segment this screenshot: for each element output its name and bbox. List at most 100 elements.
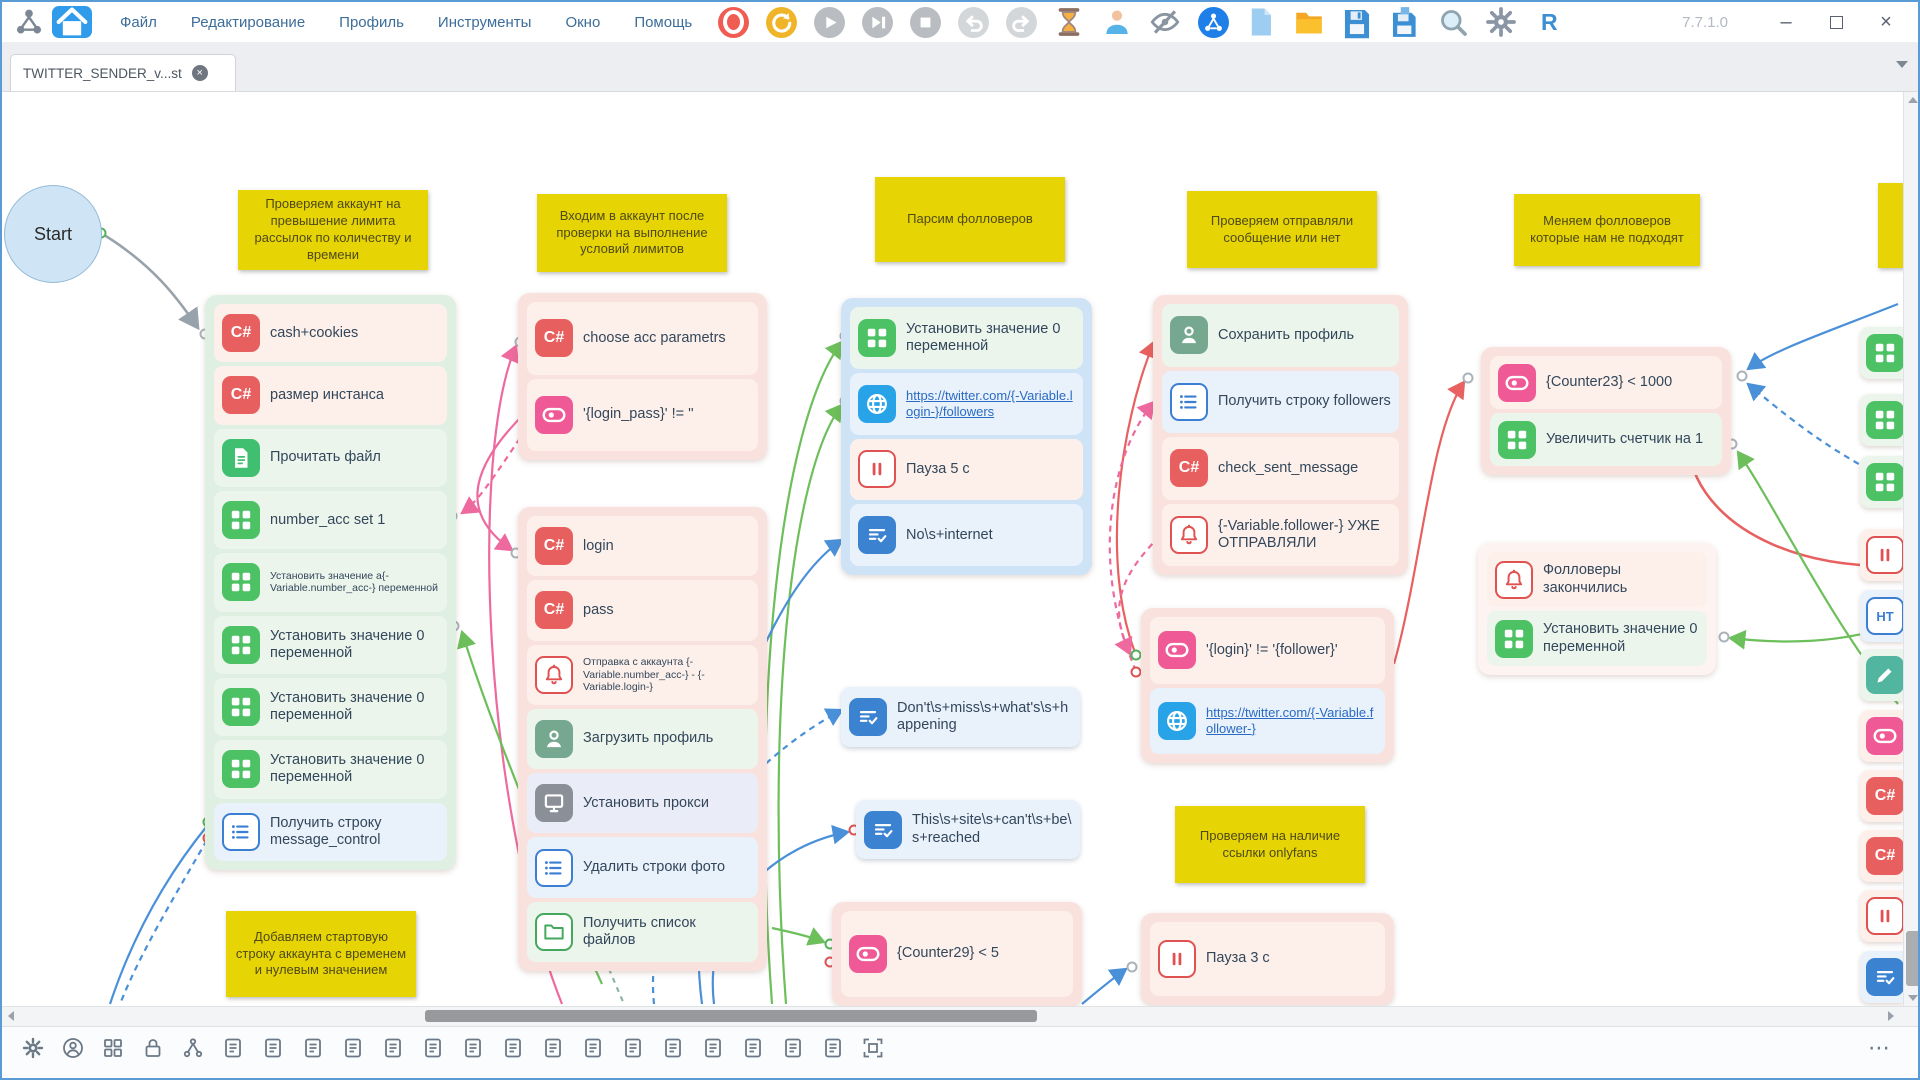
action-row[interactable]: This\s+site\s+can't\s+be\s+reached [856,800,1080,859]
step-button[interactable] [860,5,894,39]
doc-list-icon[interactable] [260,1035,286,1061]
action-row[interactable]: C# [1860,830,1904,882]
sticky-note-change-followers[interactable]: Меняем фолловеров которые нам не подходя… [1514,194,1700,266]
sticky-note-parse-followers[interactable]: Парсим фолловеров [875,177,1065,262]
action-row[interactable]: Фолловеры закончились [1487,552,1707,607]
close-button[interactable]: × [1880,10,1892,33]
action-row[interactable]: '{login_pass}' != '' [527,378,758,451]
doc-list-icon[interactable] [500,1035,526,1061]
record-button[interactable] [716,5,750,39]
action-row[interactable]: C# [1860,770,1904,822]
doc-list-icon[interactable] [460,1035,486,1061]
action-row[interactable]: C# размер инстанса [214,366,447,425]
doc-list-icon[interactable] [420,1035,446,1061]
action-row[interactable]: Установить значение 0 переменной [850,307,1083,369]
start-node[interactable]: Start [4,185,102,283]
action-row[interactable]: Удалить строки фото [527,837,758,898]
action-row[interactable]: Увеличить счетчик на 1 [1490,413,1722,466]
doc-list-icon[interactable] [380,1035,406,1061]
action-row[interactable] [1860,394,1904,446]
action-row[interactable]: Отправка с аккаунта {-Variable.number_ac… [527,644,758,705]
vertical-scrollbar[interactable] [1903,92,1918,1006]
action-row[interactable] [1860,529,1904,581]
redo-button[interactable] [1004,5,1038,39]
hide-browser-icon[interactable] [1148,5,1182,39]
doc-list-icon[interactable] [340,1035,366,1061]
action-row[interactable]: Установить значение 0 переменной [214,740,447,799]
flowchart-canvas[interactable]: Start Проверяем аккаунт на превышение ли… [2,92,1918,1006]
home-button[interactable] [52,6,92,38]
horizontal-scroll-thumb[interactable] [425,1010,1037,1022]
action-row[interactable]: Установить значение 0 переменной [1487,611,1707,666]
doc-list-icon[interactable] [580,1035,606,1061]
action-row[interactable]: '{login}' != '{follower}' [1150,617,1385,684]
action-row[interactable]: Сохранить профиль [1162,304,1399,367]
action-row[interactable]: C# login [527,516,758,577]
action-row[interactable] [1860,890,1904,942]
action-row[interactable]: Прочитать файл [214,428,447,487]
sticky-note-start-row[interactable]: Добавляем стартовую строку аккаунта с вр… [226,911,416,997]
action-row[interactable]: https://twitter.com/{-Variable.login-}/f… [850,372,1083,435]
search-icon[interactable] [1436,5,1470,39]
play-button[interactable] [812,5,846,39]
action-row[interactable]: C# check_sent_message [1162,437,1399,500]
action-row[interactable]: {-Variable.follower-} УЖЕ ОТПРАВЛЯЛИ [1162,503,1399,566]
action-row[interactable] [1860,951,1904,1003]
action-row[interactable] [1860,649,1904,701]
doc-list-icon[interactable] [620,1035,646,1061]
action-row[interactable]: Получить строку followers [1162,370,1399,433]
settings-gear-icon[interactable] [1484,5,1518,39]
action-row[interactable]: {Counter23} < 1000 [1490,356,1722,409]
scroll-right-arrow[interactable] [1882,1007,1900,1025]
action-row[interactable]: {Counter29} < 5 [841,911,1073,997]
settings-gear-icon[interactable] [20,1035,46,1061]
group-choose-account[interactable]: C# choose acc parametrs '{login_pass}' != … [518,293,767,460]
action-row[interactable]: https://twitter.com/{-Variable.follower-… [1150,687,1385,754]
action-row[interactable]: Пауза 3 с [1150,922,1385,996]
horizontal-scrollbar[interactable] [2,1006,1918,1027]
more-button[interactable]: ⋯ [1868,1035,1892,1060]
doc-list-icon[interactable] [300,1035,326,1061]
group-pause3[interactable]: Пауза 3 с [1141,913,1394,1005]
stop-button[interactable] [908,5,942,39]
minimize-button[interactable]: – [1780,10,1792,33]
save-icon[interactable] [1340,5,1374,39]
doc-list-icon[interactable] [660,1035,686,1061]
new-project-icon[interactable] [1244,5,1278,39]
group-check-limits[interactable]: C# cash+cookies C# размер инстанса Прочитать… [205,295,456,870]
vertical-scroll-thumb[interactable] [1906,931,1918,986]
sticky-note-login[interactable]: Входим в аккаунт после проверки на выпол… [537,194,727,272]
tab-twitter-sender[interactable]: TWITTER_SENDER_v...st × [10,54,236,91]
action-row[interactable]: Установить значение 0 переменной [214,615,447,674]
account-icon[interactable] [60,1035,86,1061]
group-counter23[interactable]: {Counter23} < 1000 Увеличить счетчик на 1 [1481,347,1731,475]
action-row[interactable]: Установить прокси [527,773,758,834]
doc-list-icon[interactable] [220,1035,246,1061]
save-all-icon[interactable] [1388,5,1422,39]
open-project-icon[interactable] [1292,5,1326,39]
group-parse-followers[interactable]: Установить значение 0 переменной https://… [841,298,1092,575]
action-row[interactable]: C# pass [527,580,758,641]
maximize-button[interactable] [1814,7,1858,37]
tab-list-dropdown-icon[interactable] [1896,61,1908,68]
sticky-note-check-sent[interactable]: Проверяем отправляли сообщение или нет [1187,191,1377,268]
action-row[interactable]: Загрузить профиль [527,708,758,770]
menu-edit[interactable]: Редактирование [190,13,306,31]
action-row[interactable]: Don't\s+miss\s+what's\s+happening [841,687,1080,747]
action-row[interactable]: C# choose acc parametrs [527,302,758,375]
action-row[interactable] [1860,456,1904,508]
action-row[interactable]: No\s+internet [850,504,1083,566]
doc-list-icon[interactable] [780,1035,806,1061]
menu-help[interactable]: Помощь [634,13,693,31]
app-molecule-button[interactable] [1196,5,1230,39]
action-row[interactable]: Пауза 5 с [850,438,1083,501]
undo-button[interactable] [956,5,990,39]
sticky-note-check-limits[interactable]: Проверяем аккаунт на превышение лимита р… [238,190,428,270]
restart-button[interactable] [764,5,798,39]
action-row[interactable] [1860,710,1904,762]
doc-list-icon[interactable] [740,1035,766,1061]
fit-screen-icon[interactable] [860,1035,886,1061]
blocks-grid-icon[interactable] [100,1035,126,1061]
wait-hourglass-icon[interactable] [1052,5,1086,39]
action-row[interactable]: number_acc set 1 [214,490,447,550]
